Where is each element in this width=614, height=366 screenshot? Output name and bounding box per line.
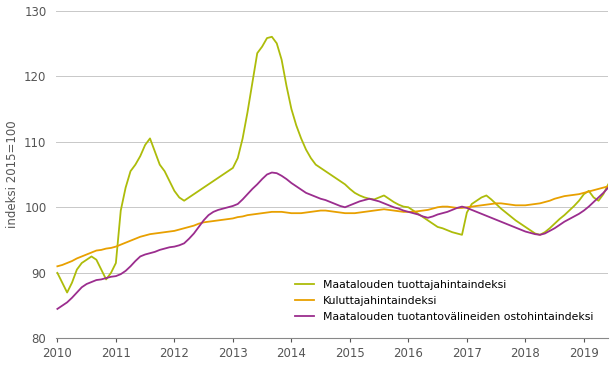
Maatalouden tuotantovälineiden ostohintaindeksi xyxy=(112,274,120,278)
Maatalouden tuottajahintaindeksi xyxy=(229,166,236,170)
Maatalouden tuottajahintaindeksi xyxy=(53,270,61,275)
Maatalouden tuotantovälineiden ostohintaindeksi xyxy=(88,280,95,284)
Line: Maatalouden tuottajahintaindeksi: Maatalouden tuottajahintaindeksi xyxy=(57,37,614,292)
Maatalouden tuotantovälineiden ostohintaindeksi xyxy=(53,307,61,311)
Maatalouden tuottajahintaindeksi xyxy=(93,258,100,262)
Maatalouden tuotantovälineiden ostohintaindeksi xyxy=(536,233,543,237)
Maatalouden tuotantovälineiden ostohintaindeksi xyxy=(122,269,130,273)
Maatalouden tuottajahintaindeksi xyxy=(63,290,71,295)
Kuluttajahintaindeksi xyxy=(536,201,543,206)
Maatalouden tuottajahintaindeksi xyxy=(546,226,553,231)
Maatalouden tuottajahintaindeksi xyxy=(127,169,134,173)
Kuluttajahintaindeksi xyxy=(88,250,95,255)
Maatalouden tuottajahintaindeksi xyxy=(322,169,329,173)
Maatalouden tuotantovälineiden ostohintaindeksi xyxy=(312,195,319,199)
Maatalouden tuottajahintaindeksi xyxy=(268,35,276,39)
Maatalouden tuottajahintaindeksi xyxy=(117,208,125,213)
Kuluttajahintaindeksi xyxy=(53,264,61,269)
Kuluttajahintaindeksi xyxy=(312,209,319,213)
Kuluttajahintaindeksi xyxy=(224,217,231,221)
Legend: Maatalouden tuottajahintaindeksi, Kuluttajahintaindeksi, Maatalouden tuotantoväl: Maatalouden tuottajahintaindeksi, Kulutt… xyxy=(290,276,597,326)
Maatalouden tuotantovälineiden ostohintaindeksi xyxy=(224,205,231,209)
Kuluttajahintaindeksi xyxy=(112,244,120,249)
Y-axis label: indeksi 2015=100: indeksi 2015=100 xyxy=(6,121,18,228)
Kuluttajahintaindeksi xyxy=(122,240,130,245)
Line: Kuluttajahintaindeksi: Kuluttajahintaindeksi xyxy=(57,183,614,266)
Line: Maatalouden tuotantovälineiden ostohintaindeksi: Maatalouden tuotantovälineiden ostohinta… xyxy=(57,169,614,309)
